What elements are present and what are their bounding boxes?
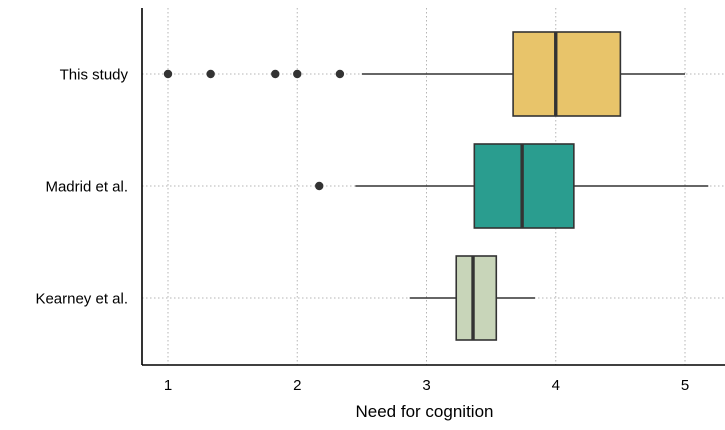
x-axis-title: Need for cognition: [356, 402, 494, 421]
outlier-this-study-0: [163, 69, 173, 79]
x-tick-label-3: 3: [422, 377, 430, 394]
grid: [142, 8, 725, 365]
box-this-study: [512, 31, 622, 117]
axes: [141, 8, 725, 366]
box-kearney-et-al: [455, 255, 498, 341]
category-label-kearney-et-al: Kearney et al.: [35, 291, 128, 308]
outlier-this-study-4: [335, 69, 345, 79]
boxes: [163, 31, 709, 341]
box-madrid-et-al: [473, 143, 575, 229]
outlier-this-study-1: [206, 69, 215, 79]
category-label-this-study: This study: [60, 67, 129, 84]
labels: 1 2 3 4 5 This study Madrid et al. Kearney et a…: [35, 67, 689, 395]
outlier-this-study-3: [293, 69, 302, 79]
outlier-this-study-2: [271, 69, 280, 79]
x-tick-label-2: 2: [293, 377, 301, 394]
x-tick-label-1: 1: [164, 377, 172, 394]
category-label-madrid-et-al: Madrid et al.: [45, 179, 128, 196]
outlier-madrid-et-al-0: [315, 181, 324, 191]
x-tick-label-5: 5: [681, 377, 689, 394]
x-tick-label-4: 4: [552, 377, 560, 394]
